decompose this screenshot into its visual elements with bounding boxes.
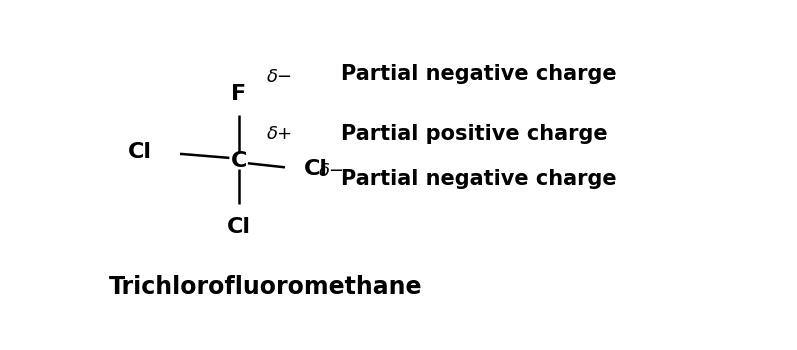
Text: δ+: δ+ (266, 125, 292, 143)
Text: Cl: Cl (128, 142, 152, 162)
Text: F: F (231, 84, 246, 104)
Text: Trichlorofluoromethane: Trichlorofluoromethane (109, 275, 422, 299)
Text: δ−: δ− (266, 68, 292, 86)
Text: Cl: Cl (304, 159, 328, 178)
Text: Partial negative charge: Partial negative charge (340, 64, 616, 84)
Text: Partial negative charge: Partial negative charge (340, 169, 616, 189)
Text: Cl: Cl (226, 217, 250, 237)
Text: δ−: δ− (319, 162, 345, 180)
Text: C: C (230, 150, 247, 170)
Text: Partial positive charge: Partial positive charge (340, 124, 607, 144)
